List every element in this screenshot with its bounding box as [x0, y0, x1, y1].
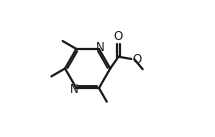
Text: O: O [114, 30, 123, 43]
Text: O: O [132, 53, 141, 66]
Text: N: N [96, 41, 105, 54]
Text: N: N [70, 83, 79, 96]
